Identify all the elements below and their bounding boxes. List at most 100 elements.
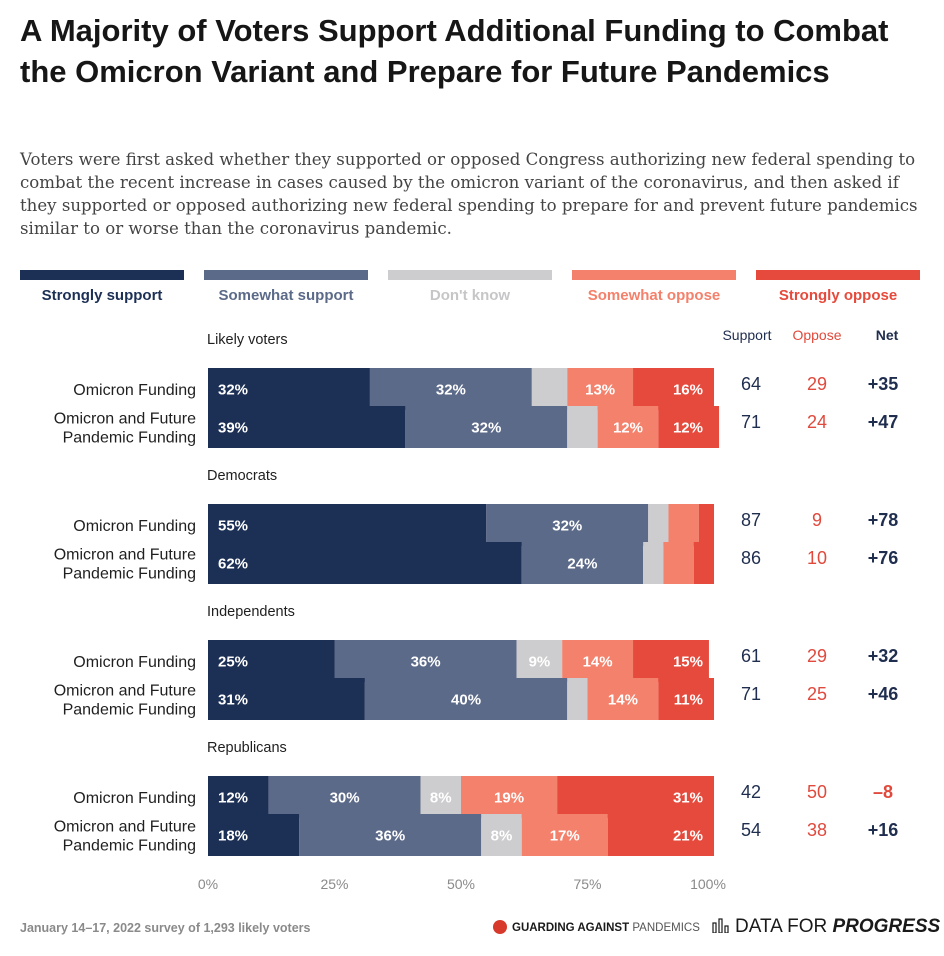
row-label: Pandemic Funding [63, 838, 196, 855]
bar-segment-somewhat-support [299, 814, 482, 856]
bar-segment-strongly-oppose [607, 814, 714, 856]
bar-segment-strongly-oppose [633, 640, 709, 682]
legend-swatch [20, 270, 184, 280]
bar-segment-somewhat-support [405, 406, 568, 448]
net-value: +46 [868, 684, 899, 704]
net-value: +78 [868, 510, 899, 530]
logo-dfp-main: DATA FOR [735, 916, 828, 937]
oppose-value: 29 [807, 646, 827, 666]
group-label: Independents [207, 604, 295, 620]
bar-segment-somewhat-support [369, 368, 532, 410]
group-label: Likely voters [207, 332, 288, 348]
legend-label: Somewhat oppose [587, 287, 721, 304]
guarding-against-pandemics-logo: GUARDING AGAINST PANDEMICS [493, 920, 700, 934]
x-tick-label: 100% [690, 876, 726, 892]
bar-segment-strongly-oppose [557, 776, 714, 818]
data-label: 15% [673, 654, 703, 671]
support-value: 71 [741, 684, 761, 704]
bar-segment-don-t-know [567, 678, 588, 720]
legend-item-strongly-oppose: Strongly oppose [756, 270, 920, 304]
logo-dfp-bold: PROGRESS [832, 916, 941, 937]
group-label: Republicans [207, 740, 287, 756]
bar-segment-don-t-know [481, 814, 522, 856]
data-label: 12% [613, 420, 643, 437]
data-label: 31% [218, 692, 248, 709]
bar-segment-strongly-support [208, 776, 269, 818]
bar-segment-somewhat-oppose [461, 776, 558, 818]
x-tick-label: 75% [573, 876, 601, 892]
legend-swatch [756, 270, 920, 280]
globe-icon [493, 920, 507, 934]
bar-segment-somewhat-oppose [597, 406, 659, 448]
bar-segment-strongly-oppose [693, 542, 714, 584]
bar-segment-somewhat-support [268, 776, 421, 818]
data-label: 24% [567, 556, 597, 573]
oppose-value: 38 [807, 820, 827, 840]
survey-note: January 14–17, 2022 survey of 1,293 like… [20, 921, 311, 935]
data-label: 32% [436, 382, 466, 399]
data-label: 31% [673, 790, 703, 807]
data-label: 12% [673, 420, 703, 437]
support-value: 42 [741, 782, 761, 802]
bar-segment-somewhat-oppose [668, 504, 699, 546]
data-label: 39% [218, 420, 248, 437]
legend-item-somewhat-support: Somewhat support [204, 270, 368, 304]
bar-segment-strongly-support [208, 406, 406, 448]
support-value: 64 [741, 374, 761, 394]
data-label: 36% [411, 654, 441, 671]
data-label: 32% [471, 420, 501, 437]
bar-segment-strongly-support [208, 640, 335, 682]
summary-header-oppose: Oppose [792, 327, 841, 343]
bar-segment-strongly-support [208, 542, 522, 584]
legend-label: Somewhat support [218, 287, 354, 304]
data-label: 21% [673, 828, 703, 845]
bar-segment-don-t-know [516, 640, 563, 682]
data-label: 14% [608, 692, 638, 709]
oppose-value: 9 [812, 510, 822, 530]
net-value: +16 [868, 820, 899, 840]
support-value: 86 [741, 548, 761, 568]
x-tick-label: 0% [198, 876, 218, 892]
row-label: Omicron Funding [73, 518, 196, 535]
data-label: 40% [451, 692, 481, 709]
support-value: 54 [741, 820, 761, 840]
bar-segment-strongly-support [208, 504, 487, 546]
legend-label: Don't know [429, 287, 511, 304]
x-tick-label: 50% [447, 876, 475, 892]
row-label: Omicron and Future [54, 683, 196, 700]
group-label: Democrats [207, 468, 277, 484]
row-label: Omicron and Future [54, 411, 196, 428]
legend-label: Strongly oppose [778, 287, 898, 304]
data-label: 55% [218, 518, 248, 535]
bar-segment-strongly-support [208, 368, 370, 410]
summary-header-net: Net [876, 327, 899, 343]
row-label: Omicron Funding [73, 654, 196, 671]
x-tick-label: 25% [320, 876, 348, 892]
data-label: 30% [330, 790, 360, 807]
bar-segment-somewhat-support [486, 504, 649, 546]
oppose-value: 24 [807, 412, 827, 432]
data-label: 9% [529, 654, 551, 671]
bar-segment-strongly-support [208, 814, 300, 856]
bar-segment-strongly-oppose [658, 406, 720, 448]
summary-header-support: Support [722, 327, 771, 343]
oppose-value: 10 [807, 548, 827, 568]
bar-segment-somewhat-support [364, 678, 568, 720]
legend-swatch [204, 270, 368, 280]
data-label: 36% [375, 828, 405, 845]
legend-item-strongly-support: Strongly support [20, 270, 184, 304]
bar-segment-somewhat-oppose [521, 814, 608, 856]
bar-chart-icon [712, 918, 729, 933]
data-for-progress-logo: DATA FOR PROGRESS [712, 916, 940, 938]
bar-segment-somewhat-support [334, 640, 517, 682]
bar-segment-somewhat-support [521, 542, 644, 584]
data-label: 12% [218, 790, 248, 807]
legend-swatch [572, 270, 736, 280]
data-label: 11% [674, 692, 703, 709]
legend-label: Strongly support [41, 287, 163, 304]
bar-segment-don-t-know [648, 504, 669, 546]
chart-title: A Majority of Voters Support Additional … [20, 13, 889, 89]
bar-segment-don-t-know [420, 776, 461, 818]
net-value: +32 [868, 646, 899, 666]
row-label: Pandemic Funding [63, 430, 196, 447]
